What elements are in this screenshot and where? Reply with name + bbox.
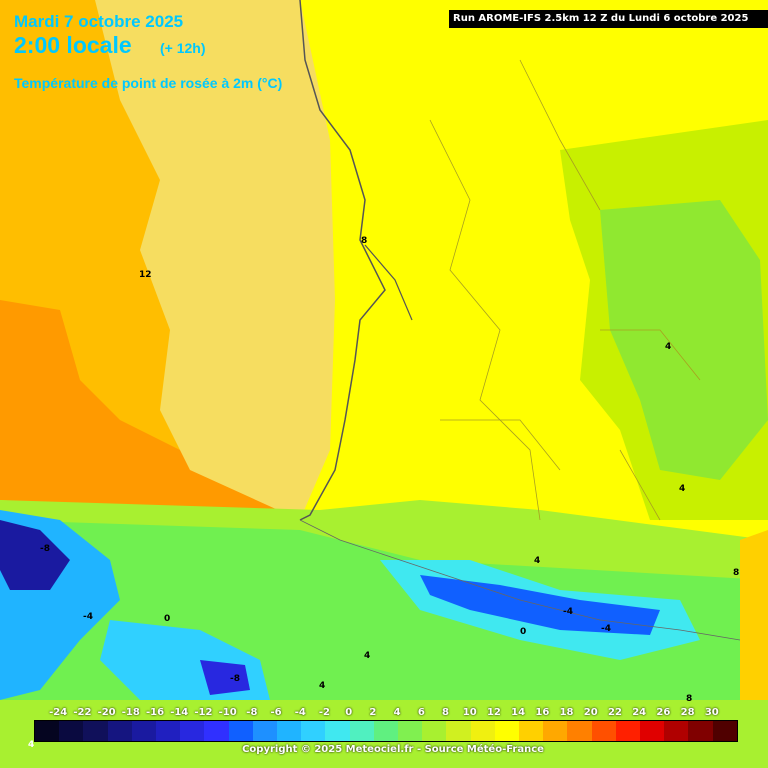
color-scale-swatch [277,721,302,741]
forecast-date: Mardi 7 octobre 2025 [14,12,184,31]
color-scale-bar [34,720,738,742]
color-scale-swatch [494,721,520,741]
color-scale-swatch [301,721,326,741]
cold-core-west [0,520,70,590]
contour-label: 0 [520,627,527,637]
ocean-light-area [95,0,335,520]
color-scale-tick-label: -14 [170,707,189,718]
color-scale-tick-label: -4 [294,707,306,718]
color-scale-tick-label: -2 [318,707,331,718]
color-scale-swatch [664,721,689,741]
color-scale-tick-label: -22 [73,707,92,718]
color-scale-swatch [131,721,157,741]
color-scale-tick-label: 16 [535,707,550,718]
forecast-offset: (+ 12h) [160,40,206,56]
color-scale-bottom-label: 4 [28,740,35,750]
color-scale-swatch [180,721,205,741]
color-scale-swatch [349,721,374,741]
color-scale-swatch [422,721,447,741]
color-scale-tick-label: 26 [656,707,671,718]
color-scale-swatch [640,721,665,741]
color-scale-tick-label: 24 [632,707,647,718]
warm-southeast [740,530,768,700]
contour-label: 8 [361,236,368,246]
color-scale-swatch [83,721,108,741]
color-scale-swatch [228,721,253,741]
color-scale-swatch [325,721,350,741]
run-info-banner: Run AROME-IFS 2.5km 12 Z du Lundi 6 octo… [449,10,768,28]
department-borders [429,59,701,521]
parameter-title: Température de point de rosée à 2m (°C) [14,75,283,91]
color-scale-swatch [712,721,737,741]
coastline [299,0,386,521]
color-scale-tick-label: 8 [442,707,449,718]
color-scale-tick-label: -18 [121,707,140,718]
contour-label: 8 [686,694,693,704]
contour-label: 4 [679,484,686,494]
contour-label: -4 [563,607,573,617]
color-scale-swatch [519,721,544,741]
color-scale-swatch [59,721,84,741]
color-scale-tick-label: 30 [704,707,719,718]
color-scale-tick-label: -6 [270,707,282,718]
border-line [299,519,741,641]
color-scale-swatch [567,721,592,741]
color-scale-swatch [446,721,471,741]
color-scale-tick-label: 28 [680,707,695,718]
contour-label: 4 [534,556,541,566]
color-scale-tick-label: 10 [462,707,477,718]
color-scale-swatch [252,721,278,741]
color-scale-tick-label: 14 [511,707,526,718]
contour-label: -8 [230,674,240,684]
color-scale-swatch [688,721,713,741]
color-scale-tick-label: -8 [246,707,258,718]
color-scale-tick-label: -20 [97,707,116,718]
color-scale-tick-label: 2 [369,707,377,718]
color-scale-tick-label: 4 [393,707,401,718]
color-scale-swatch [204,721,229,741]
color-scale-swatch [373,721,399,741]
copyright-text: Copyright © 2025 Meteociel.fr - Source M… [242,744,544,755]
color-scale-swatch [398,721,423,741]
color-scale-tick-label: 22 [607,707,622,718]
color-scale-tick-label: -24 [49,707,68,718]
contour-label: 4 [665,342,672,352]
color-scale-swatch [156,721,181,741]
contour-label: -4 [601,624,611,634]
ocean-warm-area [0,300,300,520]
color-scale-swatch [107,721,132,741]
color-scale-tick-label: 18 [559,707,574,718]
color-scale-tick-label: 6 [417,707,425,718]
green-zone-core [600,200,768,480]
color-scale-tick-label: 20 [583,707,598,718]
contour-label: 0 [164,614,171,624]
color-scale-tick-label: -10 [218,707,237,718]
color-scale-tick-label: 12 [486,707,501,718]
contour-label: 8 [733,568,740,578]
color-scale-swatch [470,721,495,741]
color-scale-tick-label: -16 [145,707,165,718]
color-scale-swatch [543,721,568,741]
contour-label: -8 [40,544,50,554]
contour-label: 4 [319,681,326,691]
color-scale-swatch [591,721,616,741]
contour-label: 4 [364,651,371,661]
cold-core-center [200,660,250,695]
contour-label: -4 [83,612,93,622]
gironde-estuary [364,244,413,321]
color-scale-swatch [35,721,60,741]
color-scale-swatch [615,721,641,741]
color-scale-tick-label: -12 [194,707,213,718]
forecast-time: 2:00 locale [14,32,132,58]
color-scale-tick-label: 0 [345,707,353,718]
contour-label: 12 [139,270,152,280]
